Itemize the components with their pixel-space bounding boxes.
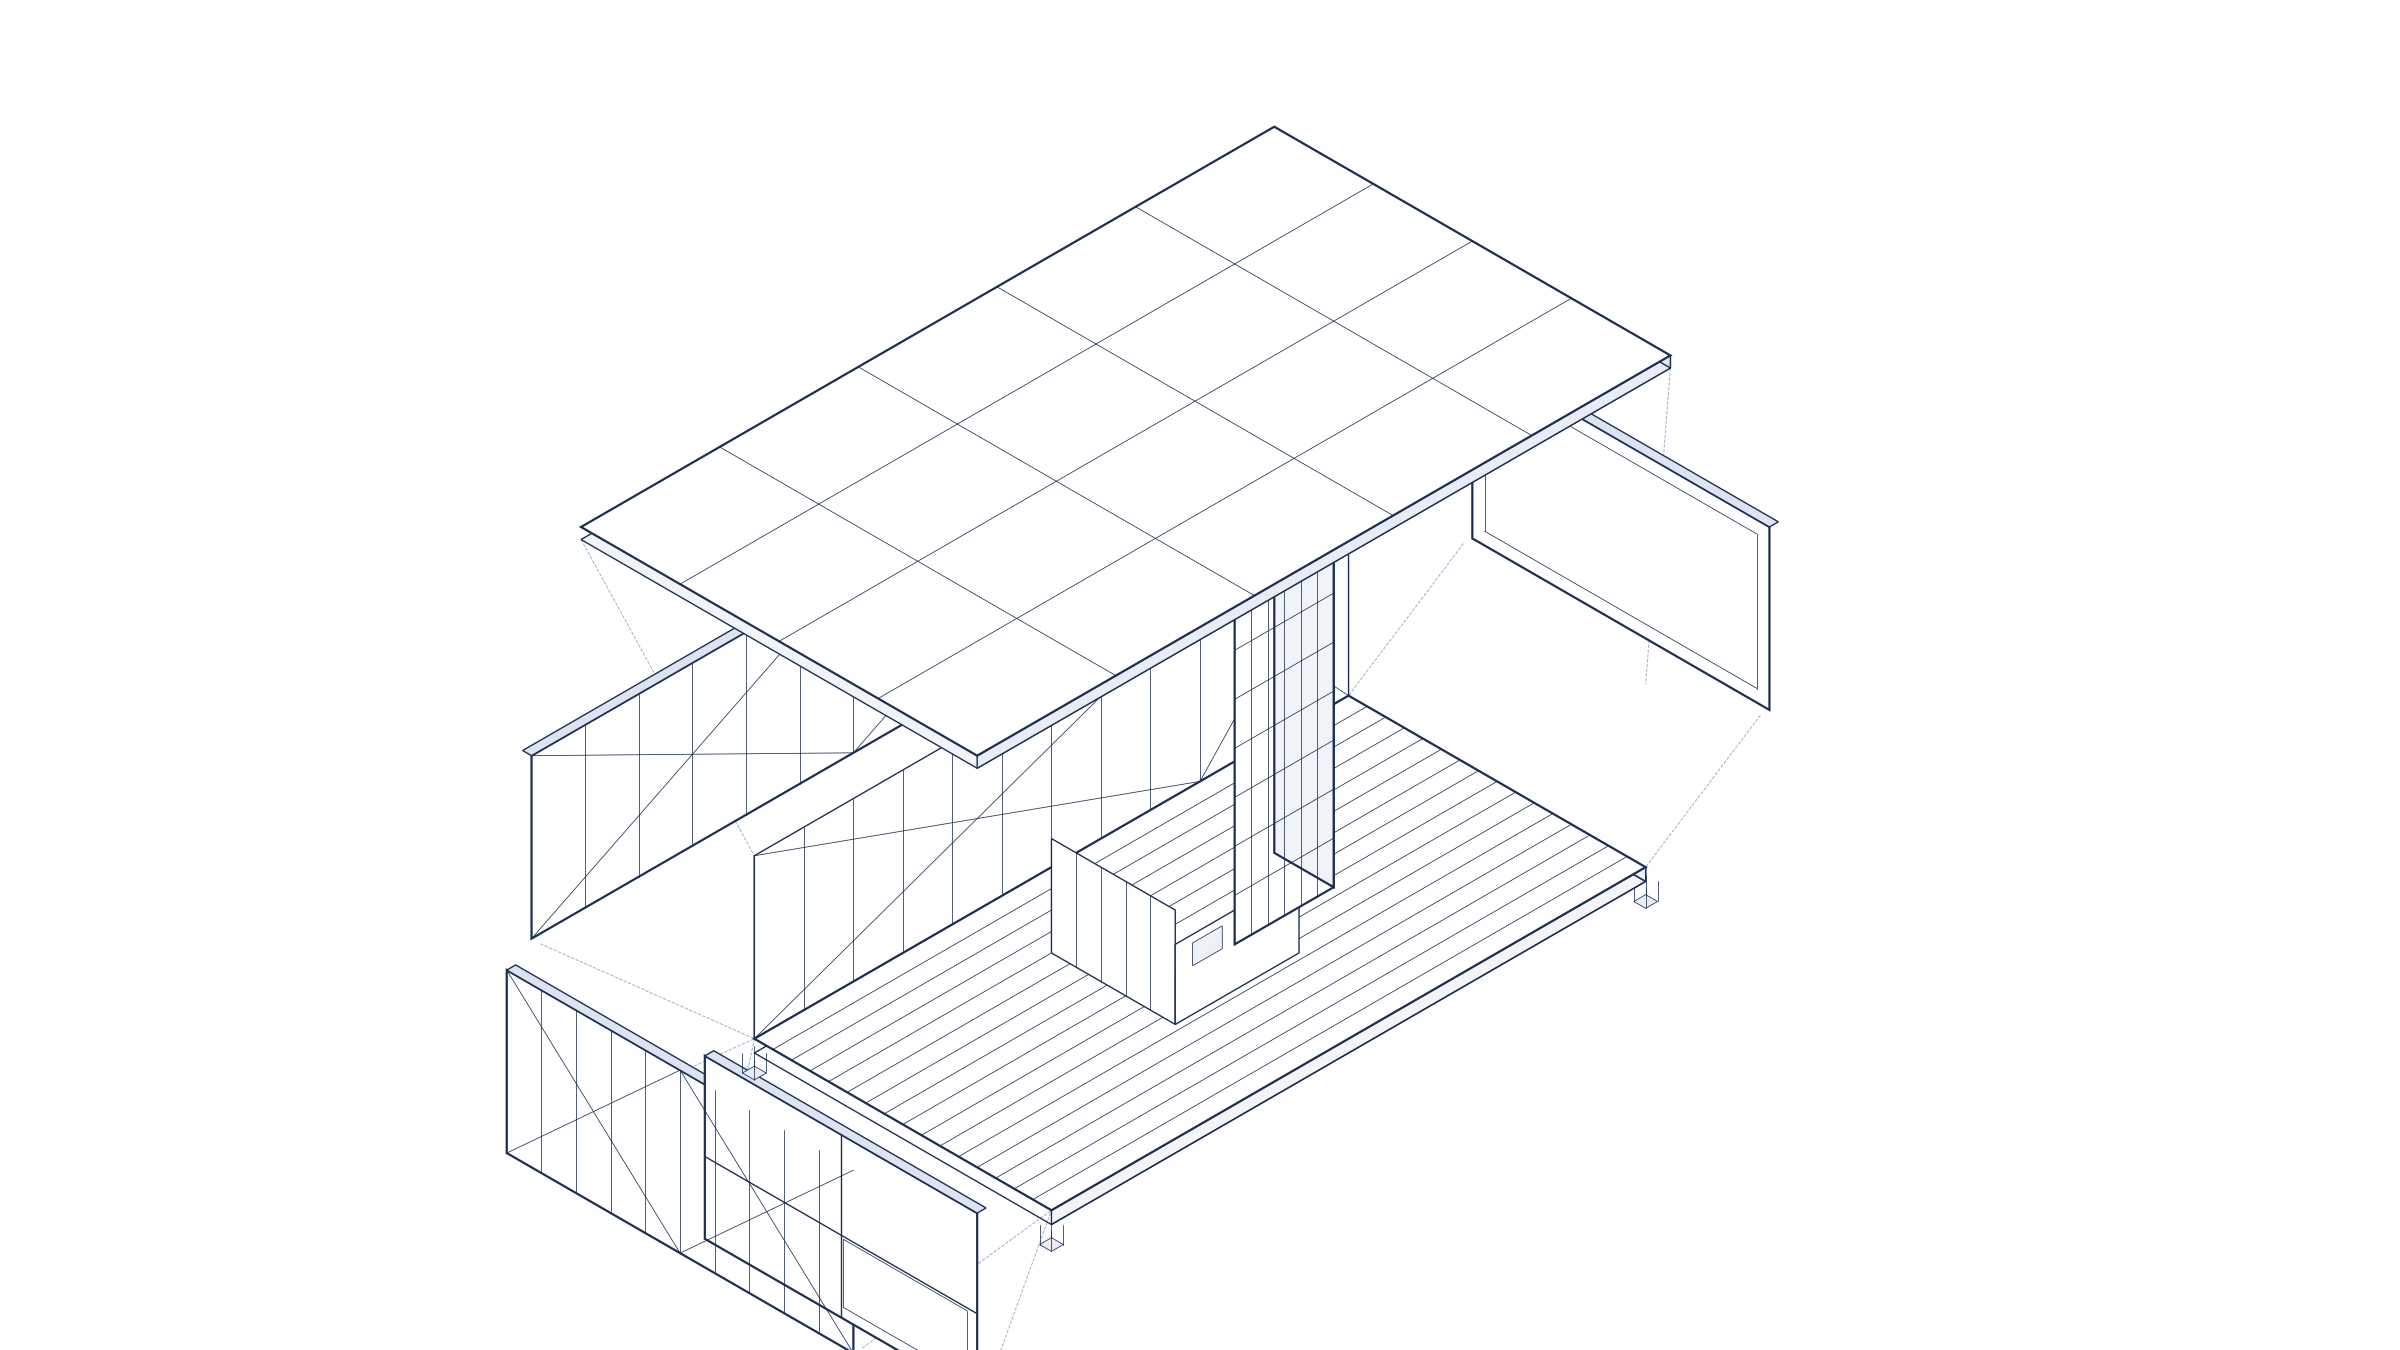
Polygon shape — [706, 1050, 986, 1214]
Polygon shape — [1274, 510, 1334, 887]
Polygon shape — [1471, 355, 1769, 710]
Polygon shape — [1176, 873, 1298, 1025]
Polygon shape — [754, 856, 1051, 1210]
Polygon shape — [1471, 350, 1778, 526]
Polygon shape — [1634, 895, 1658, 909]
Polygon shape — [581, 127, 1670, 756]
Polygon shape — [977, 355, 1670, 768]
Polygon shape — [1274, 127, 1670, 369]
Polygon shape — [1039, 1238, 1063, 1251]
Polygon shape — [1051, 867, 1646, 1224]
Polygon shape — [1176, 510, 1334, 601]
Polygon shape — [706, 1056, 977, 1350]
Polygon shape — [1337, 724, 1361, 737]
Polygon shape — [1234, 544, 1334, 945]
Polygon shape — [523, 379, 1176, 756]
Polygon shape — [506, 965, 862, 1170]
Polygon shape — [1051, 838, 1176, 1025]
Polygon shape — [506, 971, 854, 1350]
Polygon shape — [1349, 695, 1646, 882]
Polygon shape — [581, 139, 1670, 768]
Polygon shape — [530, 383, 1176, 938]
Polygon shape — [1193, 926, 1222, 965]
Polygon shape — [754, 695, 1646, 1210]
Polygon shape — [754, 513, 1349, 1038]
Polygon shape — [742, 1066, 766, 1080]
Polygon shape — [1176, 968, 1183, 1025]
